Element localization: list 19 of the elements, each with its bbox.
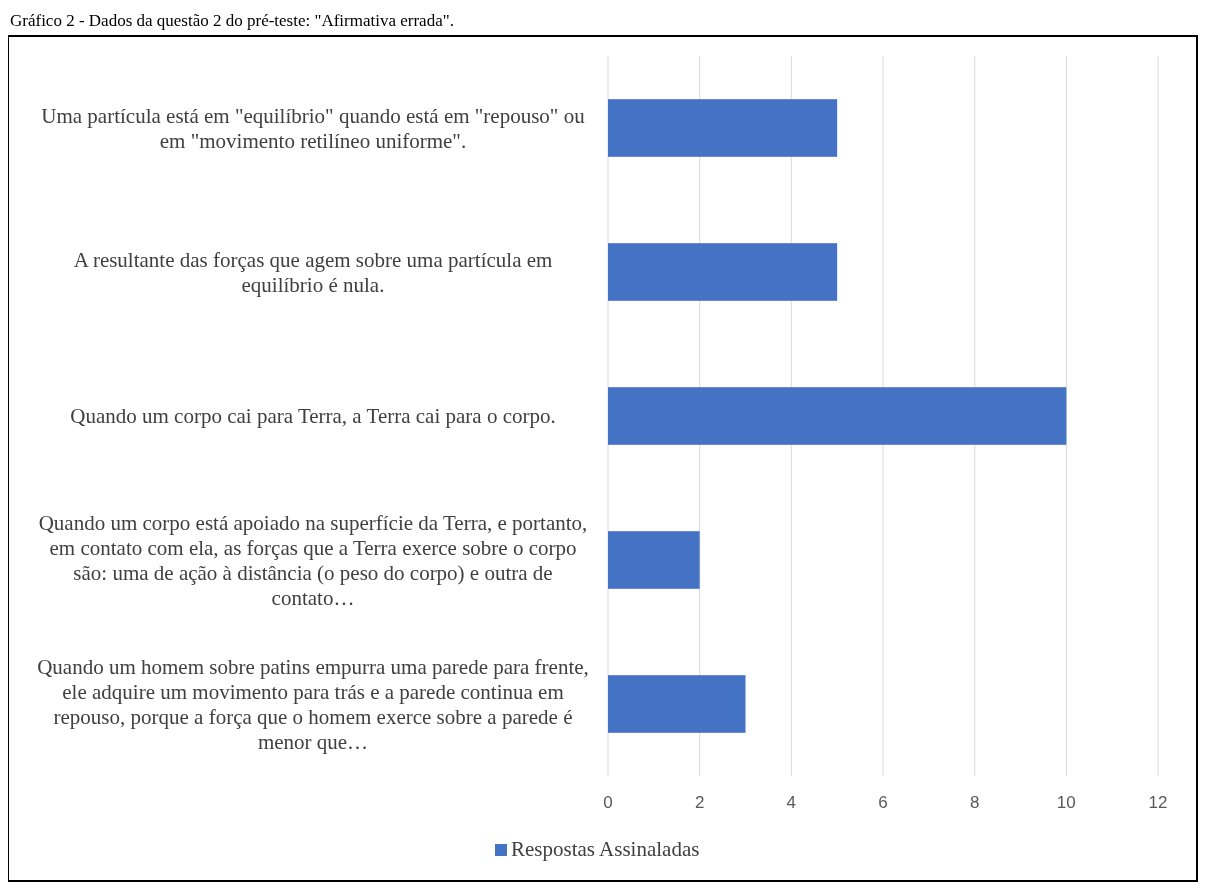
y-tick-label: Uma partícula está em "equilíbrio" quando está em "repouso" ou em "movimento retilíneo uniforme". <box>41 103 586 153</box>
text: Gráfico 2 - Dados da questão 2 do pré-teste: "Afirmativa errada". <box>10 11 454 30</box>
y-tick-label: Quando um corpo cai para Terra, a Terra cai para o corpo. <box>70 404 556 428</box>
x-tick-label: 4 <box>786 793 797 812</box>
bar <box>608 387 1067 445</box>
bar <box>608 99 838 157</box>
legend-label: Respostas Assinaladas <box>511 837 700 861</box>
y-tick-label: Quando um homem sobre patins empurra uma parede para frente, ele adquire um movimento para trás e a parede continua em repouso, porque a força que o homem exerce sobre a parede é menor que… <box>37 654 589 754</box>
y-tick-label: Quando um corpo está apoiado na superfície da Terra, e portanto, em contato com ela, as forças que a Terra exerce sobre o corpo são: uma de ação à distância (o peso do corpo) e outra de contato… <box>38 510 588 610</box>
x-tick-label: 0 <box>603 793 613 812</box>
x-tick-label: 10 <box>1056 793 1076 812</box>
bar <box>608 675 746 733</box>
y-tick-label: A resultante das forças que agem sobre uma partícula em equilíbrio é nula. <box>73 247 553 297</box>
x-tick-label: 6 <box>878 793 888 812</box>
x-tick-label: 12 <box>1148 793 1168 812</box>
bar <box>608 243 838 301</box>
x-tick-label: 8 <box>969 793 980 812</box>
x-tick-label: 2 <box>694 793 705 812</box>
bar <box>608 531 700 589</box>
